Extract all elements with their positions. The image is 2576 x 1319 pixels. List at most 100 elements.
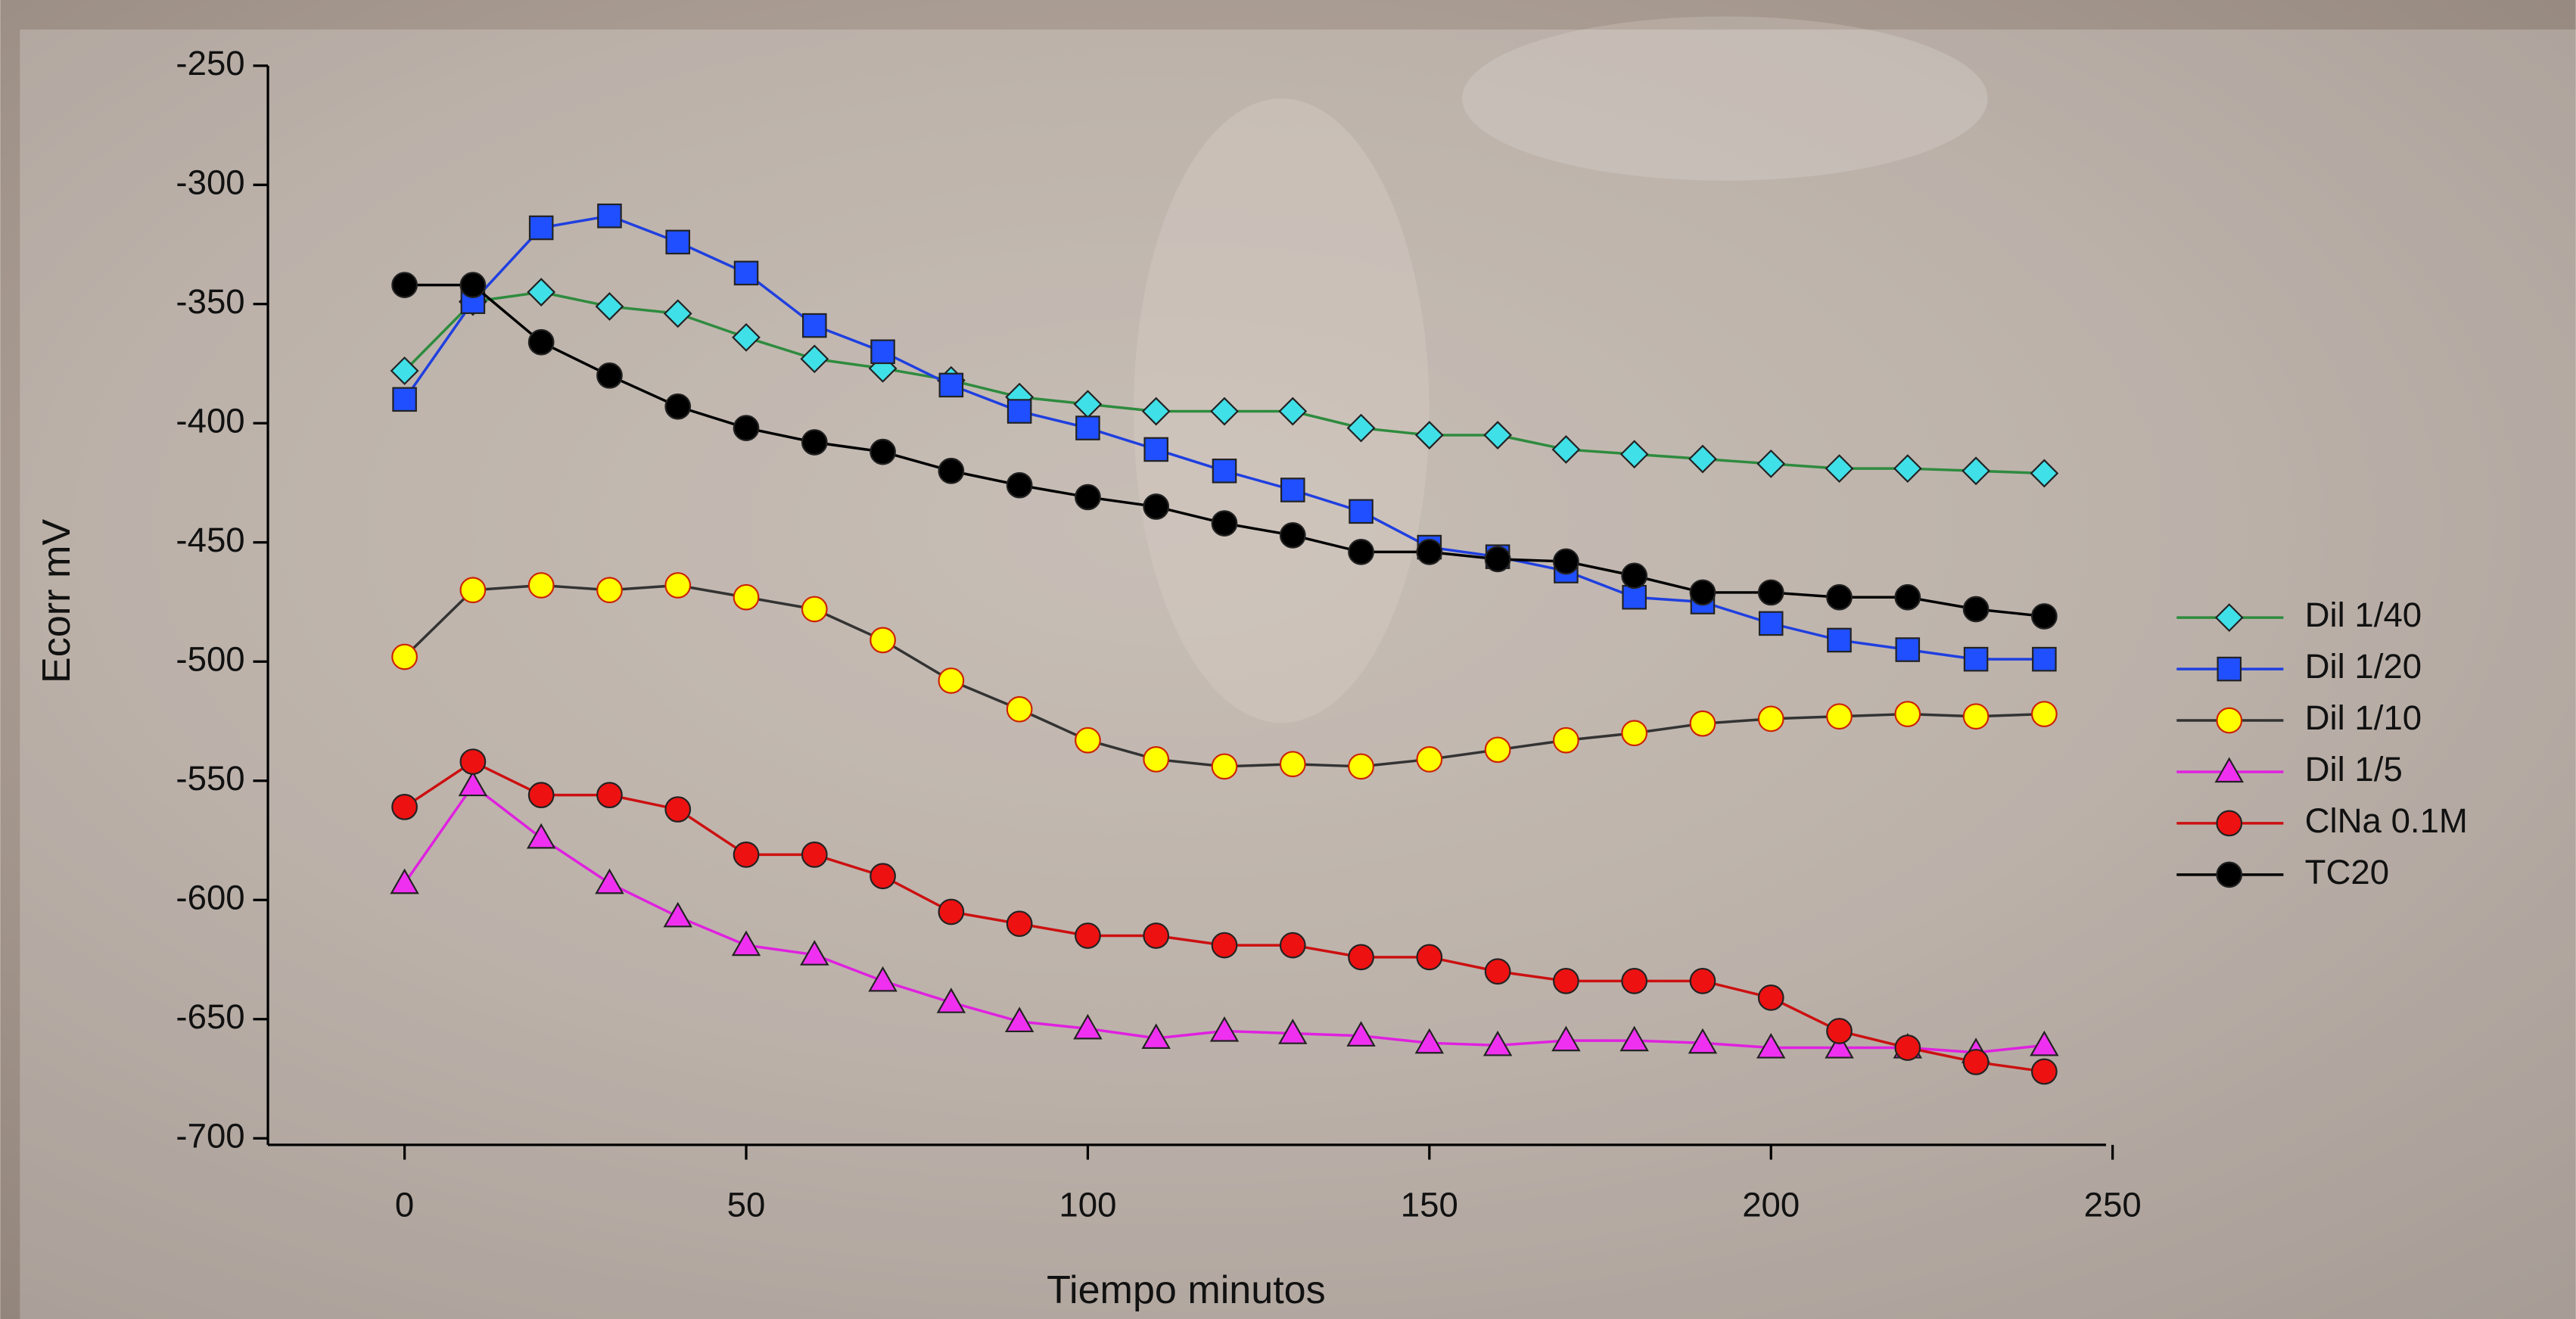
point [1141, 397, 1171, 426]
point [1211, 510, 1238, 537]
point [1827, 627, 1852, 653]
point [665, 229, 691, 255]
point [1211, 753, 1238, 780]
point [595, 292, 624, 321]
point [1826, 703, 1853, 730]
point [1212, 459, 1237, 484]
y-tick-label: -550 [176, 759, 244, 798]
point [1894, 701, 1921, 727]
point [458, 770, 488, 797]
point [663, 901, 692, 928]
point [1553, 726, 1579, 754]
point [1006, 910, 1033, 938]
point [526, 823, 556, 849]
point [596, 362, 623, 389]
legend-label: TC20 [2305, 853, 2389, 891]
point [1006, 399, 1032, 424]
point [459, 272, 487, 298]
point [664, 393, 692, 420]
x-tick-label: 250 [2084, 1185, 2142, 1224]
point [1210, 397, 1239, 426]
point [1756, 1032, 1786, 1059]
point [1278, 1019, 1308, 1044]
point [2032, 646, 2057, 672]
legend-marker [2217, 656, 2242, 682]
point [938, 667, 965, 694]
point [870, 438, 896, 465]
point [528, 215, 554, 241]
point [733, 841, 760, 868]
point [868, 966, 898, 992]
point [1209, 1016, 1240, 1042]
point [1482, 1030, 1513, 1056]
legend-marker [2214, 757, 2244, 783]
point [1553, 967, 1579, 994]
point [1211, 932, 1238, 959]
point [1279, 521, 1306, 549]
point [1143, 493, 1170, 520]
point [1143, 746, 1170, 773]
point [870, 627, 896, 654]
point [1553, 548, 1579, 575]
y-tick-label: -650 [176, 997, 244, 1036]
point [1826, 583, 1853, 611]
point [1757, 985, 1784, 1011]
point [1346, 413, 1376, 443]
legend-label: Dil 1/20 [2305, 647, 2422, 686]
point [801, 429, 828, 456]
x-tick-label: 50 [727, 1185, 766, 1224]
point [390, 868, 419, 894]
point [1758, 611, 1784, 636]
y-tick-label: -250 [176, 44, 244, 82]
point [2031, 1058, 2058, 1085]
legend-marker [2216, 861, 2243, 888]
point [1962, 1049, 1990, 1075]
point [459, 577, 487, 604]
point [1484, 546, 1511, 573]
point [1688, 444, 1717, 474]
y-tick-label: -350 [176, 282, 244, 321]
point [1414, 421, 1444, 450]
point [1963, 646, 1989, 672]
point [733, 415, 760, 441]
point [732, 323, 761, 352]
point [1621, 967, 1648, 994]
point [1075, 922, 1101, 949]
y-tick-label: -500 [176, 639, 244, 678]
point [1551, 435, 1581, 464]
point [1416, 746, 1443, 773]
point [1757, 705, 1784, 733]
point [1414, 1028, 1445, 1054]
point [2031, 603, 2058, 630]
point [527, 278, 556, 306]
point [2030, 1030, 2059, 1056]
point [1893, 454, 1922, 484]
point [596, 782, 623, 809]
background-blob [1462, 16, 1988, 181]
point [1894, 1034, 1921, 1061]
point [527, 328, 555, 356]
point [1279, 751, 1306, 778]
point [1075, 484, 1101, 511]
point [2031, 701, 2058, 727]
legend-marker [2216, 810, 2243, 837]
point [597, 203, 622, 229]
point [390, 356, 419, 385]
point [870, 339, 895, 365]
point [1075, 726, 1101, 754]
point [1895, 637, 1921, 662]
point [1346, 1021, 1376, 1047]
x-tick-label: 100 [1059, 1185, 1116, 1224]
point [392, 387, 417, 412]
point [1619, 440, 1649, 469]
y-tick-label: -400 [176, 401, 244, 440]
point [1141, 1023, 1171, 1050]
point [801, 841, 828, 868]
point [1826, 1018, 1853, 1044]
point [1349, 499, 1374, 524]
point [1143, 437, 1168, 462]
point [1004, 1006, 1034, 1033]
point [1551, 1025, 1581, 1052]
point [800, 344, 829, 374]
